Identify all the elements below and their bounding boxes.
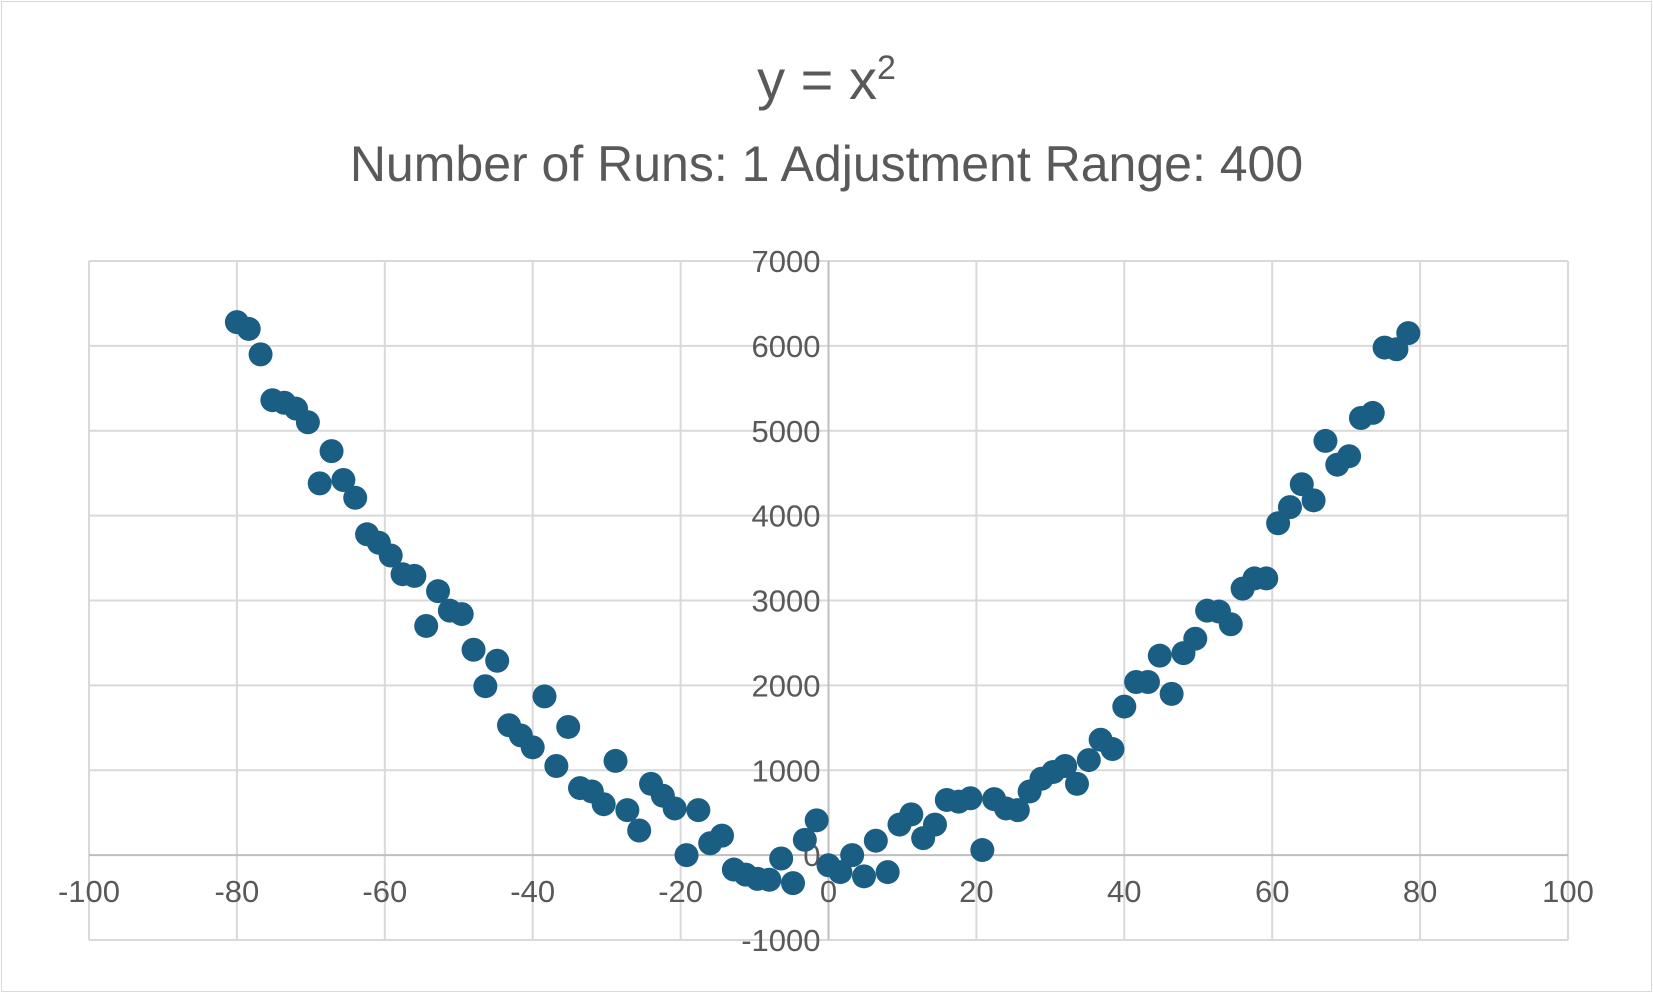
data-point — [591, 792, 616, 817]
y-tick-label: 5000 — [752, 414, 821, 449]
y-tick-label: 7000 — [752, 244, 821, 279]
data-point — [307, 471, 332, 496]
x-tick-label: -40 — [510, 874, 555, 909]
x-tick-label: 40 — [1107, 874, 1141, 909]
data-point — [840, 843, 865, 868]
data-point — [792, 827, 817, 852]
data-point — [674, 843, 699, 868]
data-point — [851, 864, 876, 889]
data-point — [1254, 566, 1279, 591]
data-point — [970, 838, 995, 863]
data-point — [686, 798, 711, 823]
data-point — [662, 796, 687, 821]
data-point — [1135, 669, 1160, 694]
data-point — [1360, 400, 1385, 425]
data-point — [1159, 681, 1184, 706]
y-tick-label: -1000 — [741, 923, 820, 958]
data-point — [1005, 798, 1030, 823]
data-point — [1064, 771, 1089, 796]
x-tick-label: 20 — [959, 874, 993, 909]
data-point — [1147, 643, 1172, 668]
data-point — [615, 798, 640, 823]
data-point — [1112, 694, 1137, 719]
chart-subtitle: Number of Runs: 1 Adjustment Range: 400 — [349, 136, 1304, 192]
tick-labels: -100 -80 -60 -40 -20 0 20 40 60 80 100-10000100020… — [58, 244, 1594, 958]
data-point — [544, 754, 569, 779]
data-point — [757, 867, 782, 892]
x-tick-label: -60 — [362, 874, 407, 909]
data-point — [319, 439, 344, 464]
data-point — [331, 467, 356, 492]
data-point — [603, 748, 628, 773]
data-point — [414, 613, 439, 638]
data-point — [1053, 754, 1078, 779]
data-point — [1337, 444, 1362, 469]
data-point — [1277, 495, 1302, 520]
data-point — [1396, 321, 1421, 346]
data-point — [899, 802, 924, 827]
x-tick-label: 80 — [1403, 874, 1437, 909]
data-point — [875, 860, 900, 885]
data-point — [449, 602, 474, 627]
data-point — [710, 823, 735, 848]
data-point — [295, 410, 320, 435]
data-point — [769, 846, 794, 871]
data-point — [485, 648, 510, 673]
data-point — [402, 563, 427, 588]
data-point — [1076, 748, 1101, 773]
data-point — [461, 637, 486, 662]
x-tick-label: 60 — [1255, 874, 1289, 909]
y-tick-label: 3000 — [752, 584, 821, 619]
data-point — [1301, 488, 1326, 513]
data-point — [958, 786, 983, 811]
x-tick-label: 100 — [1542, 874, 1594, 909]
y-tick-label: 2000 — [752, 668, 821, 703]
y-tick-label: 1000 — [752, 753, 821, 788]
data-point — [1313, 428, 1338, 453]
data-point — [627, 818, 652, 843]
data-point — [863, 828, 888, 853]
data-point — [828, 860, 853, 885]
data-point — [1100, 737, 1125, 762]
x-tick-label: -80 — [214, 874, 259, 909]
data-point — [426, 579, 451, 604]
data-point — [556, 714, 581, 739]
data-point — [248, 342, 273, 367]
chart-title-superscript: 2 — [876, 49, 896, 87]
chart-title-text: y = x — [757, 48, 877, 111]
x-tick-label: -20 — [658, 874, 703, 909]
data-point — [781, 871, 806, 896]
data-point — [520, 735, 545, 760]
data-point — [473, 674, 498, 699]
data-point — [922, 812, 947, 837]
data-point — [1183, 626, 1208, 651]
x-tick-label: -100 — [58, 874, 120, 909]
x-tick-label: 0 — [820, 874, 837, 909]
data-point — [532, 684, 557, 709]
data-point — [236, 316, 261, 341]
y-tick-label: 6000 — [752, 329, 821, 364]
data-points — [224, 310, 1421, 896]
data-point — [343, 485, 368, 510]
y-tick-label: 4000 — [752, 499, 821, 534]
data-point — [804, 808, 829, 833]
data-point — [1218, 612, 1243, 637]
chart-title: y = x2 — [0, 48, 1653, 112]
data-point — [378, 543, 403, 568]
